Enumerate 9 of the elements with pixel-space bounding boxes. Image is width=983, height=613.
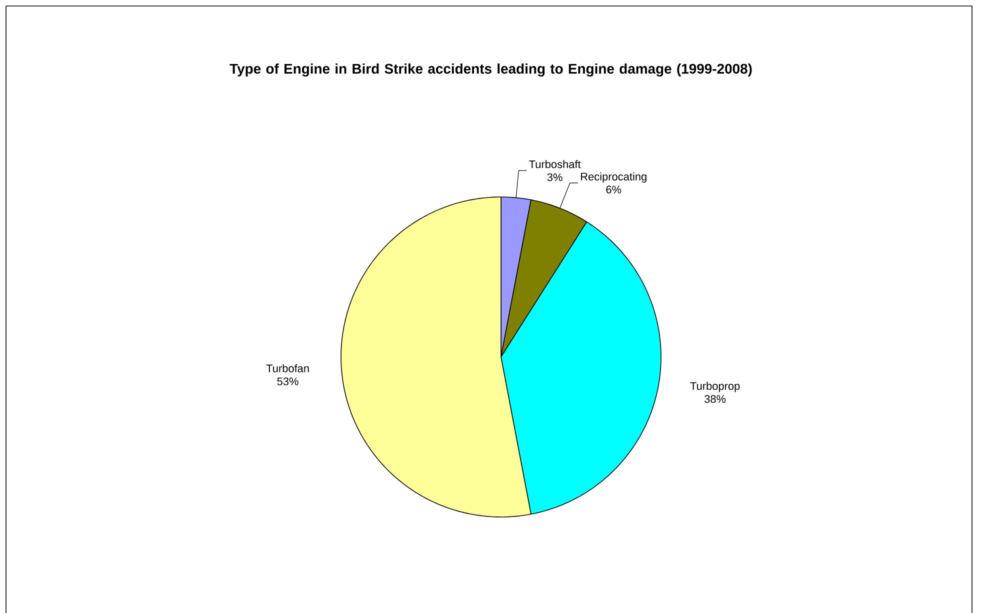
slice-label: Turbofan [266, 364, 309, 372]
data-label: 53% [277, 377, 298, 386]
data-label: 6% [606, 186, 622, 194]
chart-title: Type of Engine in Bird Strike accidents leading to Engine damage (1999-2008) [230, 63, 752, 77]
slice-label: Reciprocating [581, 172, 646, 183]
data-label: 3% [547, 173, 562, 182]
slice-label: Turboprop [690, 382, 740, 392]
slice-label: Turboshaft [529, 160, 581, 168]
data-label: 38% [704, 395, 726, 403]
